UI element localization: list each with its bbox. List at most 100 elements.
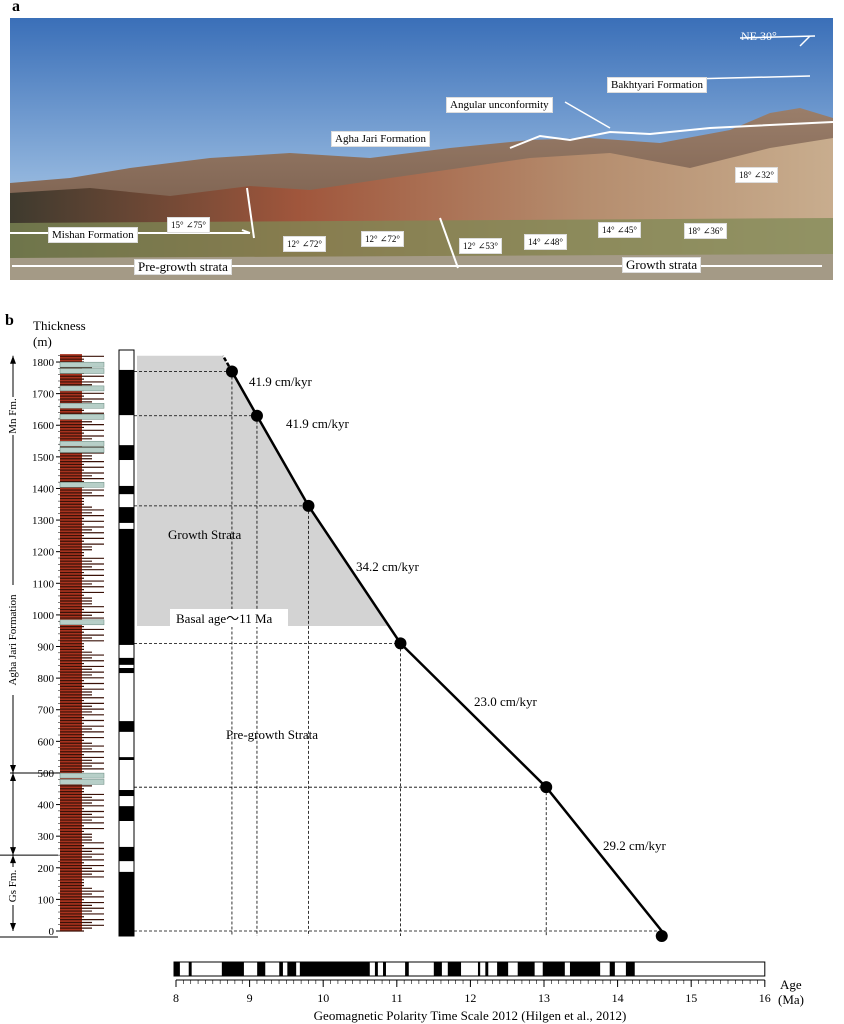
gpts-normal-interval	[279, 962, 283, 976]
attitude-label: 14° ∠48°	[524, 234, 567, 250]
north-arrow-label: NE 30°	[741, 29, 777, 43]
sandstone-bed	[59, 619, 105, 626]
normal-polarity-interval	[119, 790, 134, 797]
data-point	[302, 499, 315, 512]
sandstone-bed	[59, 414, 105, 420]
y-tick-label: 800	[38, 673, 55, 685]
accumulation-line	[230, 370, 663, 932]
growth-strata-area	[137, 355, 389, 626]
gpts-normal-interval	[299, 962, 370, 976]
y-tick-label: 400	[38, 800, 55, 812]
y-tick-label: 900	[38, 642, 55, 654]
attitude-label: 12° ∠53°	[459, 238, 502, 254]
gpts-normal-interval	[447, 962, 462, 976]
basal-age-label: Basal age～11 Ma	[176, 611, 272, 626]
y-tick-label: 1200	[32, 547, 55, 559]
x-axis-title: Age	[780, 977, 802, 992]
gpts-normal-interval	[257, 962, 266, 976]
basal-age-label-bg	[170, 609, 288, 627]
sandstone-bed	[59, 447, 105, 453]
y-tick-label: 600	[38, 736, 55, 748]
sandstone-bed	[59, 772, 105, 779]
growth-strata-label: Growth Strata	[168, 527, 242, 542]
y-tick-label: 1500	[32, 452, 55, 464]
gpts-normal-interval	[433, 962, 442, 976]
panel-b-letter: b	[5, 312, 14, 329]
gpts-normal-interval	[569, 962, 601, 976]
sandstone-bed	[59, 368, 105, 374]
panel-a-letter: a	[12, 0, 20, 15]
gpts-normal-interval	[405, 962, 409, 976]
arrow-head	[10, 355, 16, 364]
gpts-normal-interval	[221, 962, 244, 976]
normal-polarity-interval	[119, 871, 134, 936]
rate-label: 23.0 cm/kyr	[474, 694, 537, 709]
attitude-label: 18° ∠32°	[735, 167, 778, 183]
gpts-normal-interval	[542, 962, 565, 976]
normal-polarity-interval	[119, 369, 134, 416]
y-tick-label: 1700	[32, 389, 55, 401]
arrow-head	[10, 923, 16, 931]
attitude-label: 14° ∠45°	[598, 222, 641, 238]
y-tick-label: 700	[38, 705, 55, 717]
sandstone-bed	[59, 385, 105, 392]
x-tick-label: 13	[538, 991, 550, 1005]
sandstone-bed	[59, 440, 105, 447]
arrow-head	[10, 772, 16, 781]
x-tick-label: 10	[317, 991, 329, 1005]
formation-label-gachsaran: Gs Fm.	[7, 870, 19, 903]
y-tick-label: 300	[38, 831, 55, 843]
x-tick-label: 9	[247, 991, 253, 1005]
y-tick-label: 1600	[32, 420, 55, 432]
gpts-normal-interval	[383, 962, 386, 976]
arrow-head	[10, 764, 16, 773]
gpts-normal-interval	[625, 962, 635, 976]
label-bakhtyari-formation: Bakhtyari Formation	[607, 77, 707, 93]
normal-polarity-interval	[119, 485, 134, 495]
gpts-normal-interval	[609, 962, 615, 976]
sandstone-bed	[59, 403, 105, 409]
x-tick-label: 16	[759, 991, 771, 1005]
y-tick-label: 500	[38, 768, 55, 780]
rate-label: 29.2 cm/kyr	[603, 838, 666, 853]
arrow-head	[10, 855, 16, 864]
attitude-label: 18° ∠36°	[684, 223, 727, 239]
data-point	[250, 409, 263, 422]
formation-label-bg	[8, 397, 20, 435]
gpts-normal-interval	[287, 962, 297, 976]
attitude-label: 12° ∠72°	[361, 231, 404, 247]
x-tick-label: 15	[685, 991, 697, 1005]
data-point	[655, 930, 668, 942]
normal-polarity-interval	[119, 657, 134, 665]
chart-caption: Geomagnetic Polarity Time Scale 2012 (Hi…	[314, 1008, 627, 1023]
formation-label-bg	[8, 867, 20, 905]
y-tick-label: 1300	[32, 515, 55, 527]
arrow-head	[10, 847, 16, 856]
normal-polarity-interval	[119, 528, 134, 645]
y-tick-label: 100	[38, 894, 55, 906]
y-tick-label: 1800	[32, 357, 55, 369]
normal-polarity-interval	[119, 846, 134, 862]
attitude-label: 12° ∠72°	[283, 236, 326, 252]
formation-label-agha-jari: Agha Jari Formation	[7, 594, 19, 686]
gpts-normal-interval	[497, 962, 509, 976]
gpts-normal-interval	[188, 962, 192, 976]
normal-polarity-interval	[119, 507, 134, 523]
normal-polarity-interval	[119, 721, 134, 732]
sandstone-bed	[59, 779, 105, 785]
rate-label: 34.2 cm/kyr	[356, 559, 419, 574]
lithology-column	[60, 354, 82, 931]
y-tick-label: 1000	[32, 610, 55, 622]
y-tick-label: 0	[49, 926, 55, 938]
y-axis-unit: (m)	[33, 334, 52, 349]
normal-polarity-interval	[119, 445, 134, 461]
gpts-normal-interval	[477, 962, 481, 976]
label-growth-strata: Growth strata	[622, 257, 702, 273]
normal-polarity-interval	[119, 668, 134, 674]
label-pre-growth-strata: Pre-growth strata	[134, 259, 232, 275]
gpts-normal-interval	[374, 962, 378, 976]
y-axis-title: Thickness	[33, 318, 86, 333]
label-mishan-formation: Mishan Formation	[48, 227, 138, 243]
x-tick-label: 11	[391, 991, 403, 1005]
